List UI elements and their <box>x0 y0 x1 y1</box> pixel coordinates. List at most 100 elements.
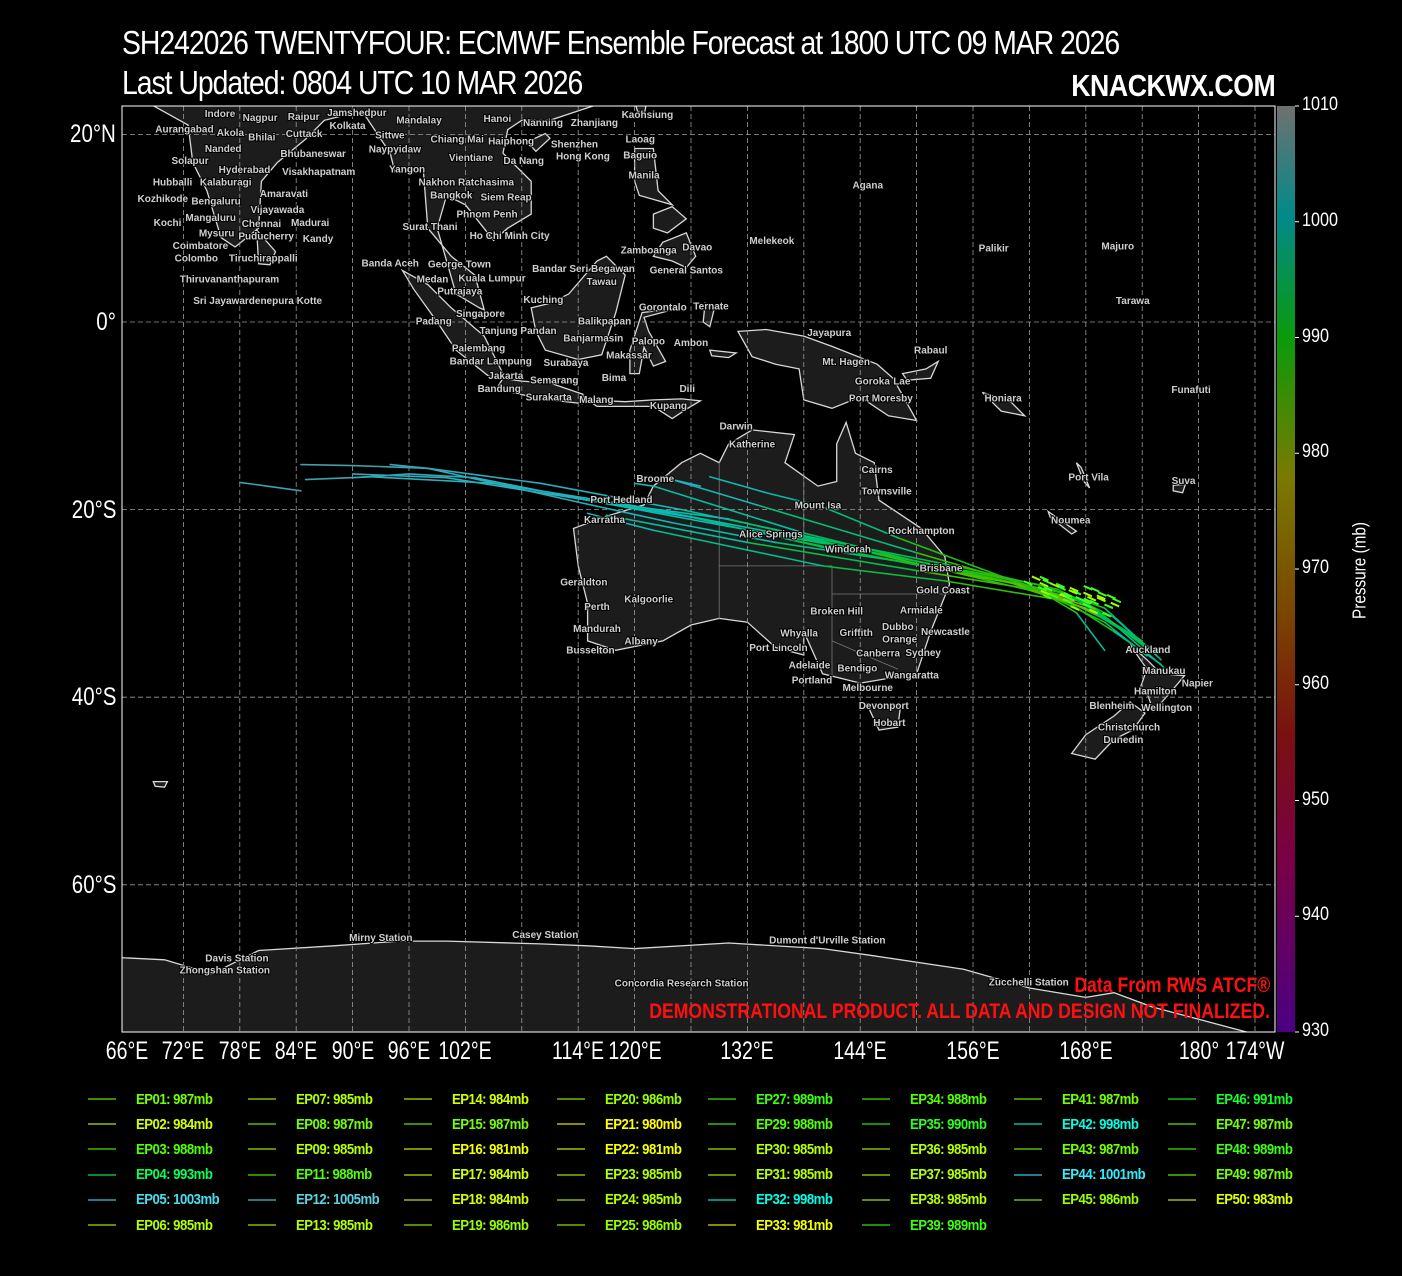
storm-cluster-segment <box>1049 592 1059 599</box>
track-segment <box>1038 589 1078 614</box>
city-label: Townsville <box>861 486 912 497</box>
city-label: Portland <box>792 676 833 687</box>
track-segment <box>586 499 730 528</box>
city-label: Ternate <box>693 302 729 313</box>
landmass-nz_north <box>1129 644 1186 713</box>
legend-item: EP36: 985mb <box>862 1138 997 1160</box>
legend-item: EP50: 983mb <box>1168 1189 1303 1211</box>
track-segment <box>652 529 824 567</box>
storm-cluster-segment <box>1023 580 1033 586</box>
city-label: Brisbane <box>920 563 963 574</box>
legend-line-swatch <box>862 1148 890 1151</box>
city-label: Auckland <box>1125 645 1170 656</box>
track-segment <box>300 463 354 467</box>
legend-line-swatch <box>404 1098 432 1100</box>
legend-item: EP11: 988mb <box>248 1164 382 1186</box>
legend-item: EP44: 1001mb <box>1014 1164 1157 1186</box>
lon-tick-label: 114°E <box>552 1037 605 1065</box>
legend-line-swatch <box>708 1148 736 1151</box>
city-label: Puducherry <box>238 231 294 242</box>
city-label: Surabaya <box>543 358 588 369</box>
legend-line-swatch <box>88 1173 116 1176</box>
storm-cluster-segment <box>1031 575 1041 582</box>
storm-cluster-segment <box>1102 611 1112 618</box>
legend-item: EP48: 989mb <box>1168 1138 1303 1160</box>
track-segment <box>934 567 1031 588</box>
legend-item: EP21: 980mb <box>557 1113 692 1135</box>
landmass-taiwan <box>635 106 647 117</box>
track-segment <box>389 463 429 470</box>
legend-label: EP21: 980mb <box>605 1115 682 1133</box>
city-label: Bandung <box>478 384 521 395</box>
chart-title: SH242026 TWENTYFOUR: ECMWF Ensemble Fore… <box>122 24 1120 61</box>
plot-frame <box>121 105 1276 1033</box>
track-segment <box>671 521 777 544</box>
legend-item: EP39: 989mb <box>862 1214 997 1236</box>
ensemble-legend: EP01: 987mb EP02: 984mb EP03: 988mb EP04: 9… <box>0 1088 1402 1248</box>
legend-line-swatch <box>1014 1123 1042 1126</box>
landmass-sundas <box>585 398 703 420</box>
landmass-visayas <box>652 205 688 234</box>
track-segment <box>868 551 1012 581</box>
track-segment <box>652 485 805 534</box>
track-segment <box>774 541 899 562</box>
colorbar-tick-label: 1000 <box>1302 209 1338 231</box>
legend-line-swatch <box>248 1098 276 1100</box>
city-label: Chennai <box>242 219 282 230</box>
legend-line-swatch <box>404 1123 432 1126</box>
lon-tick-label: 180° <box>1178 1037 1219 1065</box>
city-label: Wangaratta <box>885 671 940 682</box>
legend-item: EP47: 987mb <box>1168 1113 1303 1135</box>
storm-cluster-segment <box>1083 591 1093 598</box>
city-label: Bhubaneswar <box>280 149 346 160</box>
landmass-tasmania <box>865 703 902 731</box>
lat-tick-label: 20°S <box>71 495 116 524</box>
landmass-sulawesi <box>629 307 680 375</box>
city-label: Balikpapan <box>578 317 631 328</box>
city-label: Coimbatore <box>173 241 229 252</box>
legend-label: EP35: 990mb <box>910 1115 987 1133</box>
city-label: Putrajaya <box>437 287 482 298</box>
legend-item: EP15: 987mb <box>404 1113 539 1135</box>
city-label: Gold Coast <box>916 586 970 597</box>
legend-item: EP41: 987mb <box>1014 1088 1149 1110</box>
city-label: Kalgoorlie <box>624 594 673 605</box>
city-label: Wellington <box>1141 703 1192 714</box>
legend-line-swatch <box>708 1198 736 1201</box>
city-label: Hong Kong <box>556 151 610 162</box>
storm-cluster-segment <box>1110 601 1120 608</box>
track-segment <box>351 473 410 479</box>
city-label: Bendigo <box>837 663 877 674</box>
legend-item: EP33: 981mb <box>708 1214 843 1236</box>
legend-item: EP27: 989mb <box>708 1088 843 1110</box>
lon-tick-label: 72°E <box>162 1037 205 1065</box>
legend-item: EP03: 988mb <box>88 1138 223 1160</box>
city-label: Devonport <box>859 701 910 712</box>
lon-tick-label: 102°E <box>438 1037 493 1065</box>
state-border <box>831 640 898 670</box>
track-segment <box>821 505 899 539</box>
city-label: Dumont d'Urville Station <box>769 936 885 947</box>
city-label: Semarang <box>530 375 578 386</box>
city-label: Orange <box>882 634 917 645</box>
city-label: Mangaluru <box>185 213 236 224</box>
city-label: Manila <box>628 170 660 181</box>
city-label: Shenzhen <box>551 139 598 150</box>
colorbar-ticks <box>1295 105 1299 1033</box>
city-label: Funafuti <box>1171 385 1211 396</box>
city-label: Kuala Lumpur <box>458 273 525 284</box>
track-segment <box>577 501 674 524</box>
legend-item: EP01: 987mb <box>88 1088 223 1110</box>
landmass-hainan <box>526 132 551 153</box>
city-label: Bima <box>602 373 627 384</box>
legend-line-swatch <box>1014 1098 1042 1100</box>
legend-line-swatch <box>88 1224 116 1226</box>
legend-label: EP09: 985mb <box>296 1140 373 1158</box>
track-segment <box>492 482 636 507</box>
colorbar-tick-label: 1010 <box>1302 94 1338 115</box>
city-label: Manukau <box>1142 666 1185 677</box>
storm-cluster-segment <box>1097 591 1107 597</box>
track-segment <box>633 482 655 487</box>
legend-label: EP45: 986mb <box>1062 1191 1139 1209</box>
legend-line-swatch <box>557 1098 585 1100</box>
